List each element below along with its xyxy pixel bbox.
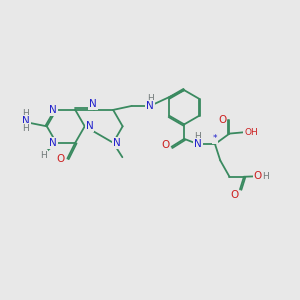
Text: N: N (113, 138, 121, 148)
Text: N: N (194, 139, 202, 149)
Text: H: H (22, 110, 29, 118)
Text: H: H (147, 94, 153, 103)
Text: N: N (49, 105, 57, 115)
Text: H: H (40, 152, 46, 160)
Text: O: O (56, 154, 64, 164)
Text: N: N (146, 101, 154, 111)
Text: O: O (218, 116, 226, 125)
Text: O: O (230, 190, 238, 200)
Text: N: N (22, 116, 30, 126)
Text: *: * (213, 134, 217, 143)
Text: N: N (49, 138, 57, 148)
Text: H: H (194, 132, 201, 141)
Text: O: O (161, 140, 169, 150)
Text: O: O (254, 171, 262, 181)
Text: N: N (89, 99, 97, 109)
Text: H: H (22, 124, 29, 134)
Text: H: H (262, 172, 269, 181)
Text: N: N (85, 121, 93, 131)
Text: OH: OH (244, 128, 258, 137)
